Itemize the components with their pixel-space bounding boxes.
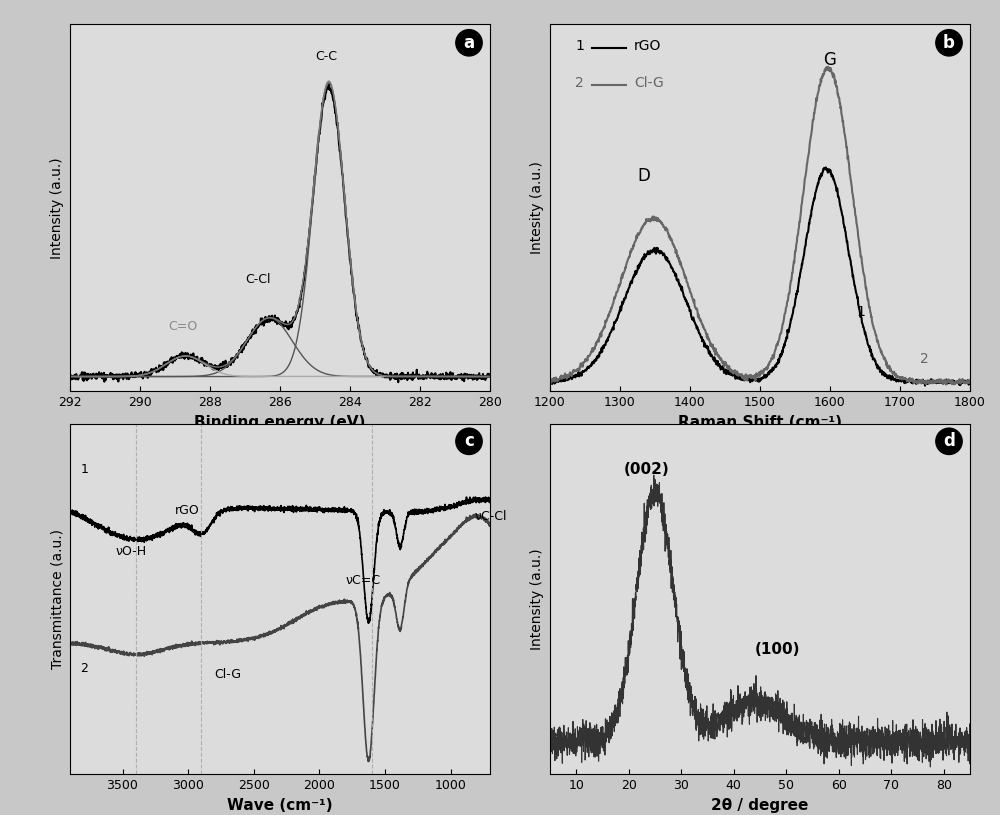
Y-axis label: Intesity (a.u.): Intesity (a.u.) (530, 161, 544, 254)
Text: νC=C: νC=C (346, 575, 381, 588)
Text: (002): (002) (624, 462, 669, 477)
Text: 2: 2 (80, 662, 88, 675)
Text: rGO: rGO (175, 504, 200, 518)
Text: D: D (638, 167, 650, 185)
Text: 2: 2 (575, 76, 584, 90)
Y-axis label: Intensity (a.u.): Intensity (a.u.) (530, 548, 544, 650)
Text: νO-H: νO-H (116, 545, 147, 558)
Text: Cl-G: Cl-G (214, 667, 241, 681)
Text: Cl-G: Cl-G (634, 76, 664, 90)
Text: d: d (943, 432, 955, 451)
Text: 2: 2 (920, 352, 928, 366)
Text: C=O: C=O (168, 319, 197, 333)
Text: b: b (943, 33, 955, 52)
X-axis label: Wave (cm⁻¹): Wave (cm⁻¹) (227, 798, 333, 813)
Text: C-Cl: C-Cl (245, 273, 270, 285)
X-axis label: 2θ / degree: 2θ / degree (711, 798, 809, 813)
Text: 1: 1 (857, 305, 865, 319)
X-axis label: Raman Shift (cm⁻¹): Raman Shift (cm⁻¹) (678, 415, 842, 430)
Text: a: a (463, 33, 475, 52)
Text: 1: 1 (80, 464, 88, 477)
Text: (100): (100) (755, 642, 800, 657)
Text: 1: 1 (575, 39, 584, 53)
Text: C-C: C-C (315, 50, 337, 63)
Text: rGO: rGO (634, 39, 661, 53)
Y-axis label: Transmittance (a.u.): Transmittance (a.u.) (50, 529, 64, 669)
X-axis label: Binding energy (eV): Binding energy (eV) (194, 415, 366, 430)
Text: c: c (464, 432, 474, 451)
Text: G: G (823, 51, 836, 69)
Text: νC-Cl: νC-Cl (474, 510, 507, 523)
Y-axis label: Intensity (a.u.): Intensity (a.u.) (50, 157, 64, 258)
